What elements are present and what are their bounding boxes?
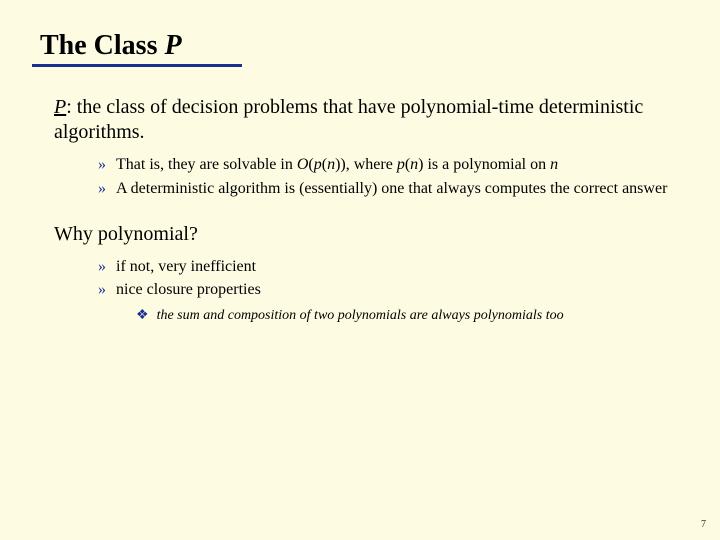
bullet-icon: » <box>98 257 106 278</box>
list-item: » That is, they are solvable in O(p(n)),… <box>98 155 680 176</box>
list-item: » nice closure properties <box>98 280 680 301</box>
slide: The Class P P: the class of decision pro… <box>0 0 720 540</box>
list-item: ❖ the sum and composition of two polynom… <box>136 307 680 325</box>
list-item-text: the sum and composition of two polynomia… <box>157 307 564 325</box>
title-prefix: The Class <box>40 30 164 61</box>
title-ital: P <box>164 30 181 61</box>
definition-rest: : the class of decision problems that ha… <box>54 96 643 143</box>
bullet-icon: » <box>98 280 106 301</box>
why-sublist: » if not, very inefficient » nice closur… <box>98 257 680 302</box>
list-item-text: That is, they are solvable in O(p(n)), w… <box>116 155 680 176</box>
slide-title: The Class P <box>40 30 182 62</box>
why-paragraph: Why polynomial? <box>54 222 680 247</box>
definition-sublist: » That is, they are solvable in O(p(n)),… <box>98 155 680 200</box>
bullet-icon: ❖ <box>136 307 149 325</box>
bullet-icon: » <box>98 179 106 200</box>
list-item-text: A deterministic algorithm is (essentiall… <box>116 179 680 200</box>
bullet-icon: » <box>98 155 106 176</box>
definition-term: P <box>54 96 66 118</box>
list-item: » A deterministic algorithm is (essentia… <box>98 179 680 200</box>
list-item-text: nice closure properties <box>116 280 680 301</box>
title-underline: The Class P <box>32 30 242 67</box>
why-subsublist: ❖ the sum and composition of two polynom… <box>136 307 680 325</box>
page-number: 7 <box>701 519 706 530</box>
list-item: » if not, very inefficient <box>98 257 680 278</box>
list-item-text: if not, very inefficient <box>116 257 680 278</box>
definition-paragraph: P: the class of decision problems that h… <box>54 95 680 145</box>
